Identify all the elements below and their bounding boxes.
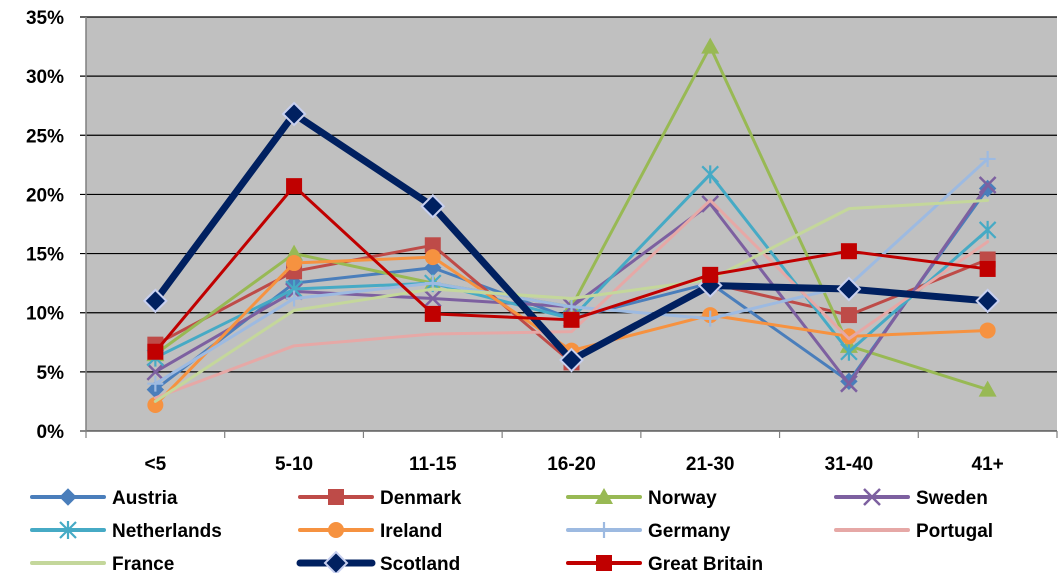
y-tick-label: 5% xyxy=(37,363,65,384)
legend-item-great-britain: Great Britain xyxy=(566,554,763,573)
data-point-netherlands xyxy=(701,165,719,184)
data-point-scotland xyxy=(142,288,168,314)
legend-marker xyxy=(323,550,349,573)
data-point-sweden xyxy=(978,176,997,194)
data-point-ireland xyxy=(147,396,164,413)
x-tick-label: 31-40 xyxy=(825,454,874,475)
data-point-germany xyxy=(979,150,996,167)
data-point-great-britain xyxy=(840,243,857,260)
data-point-scotland xyxy=(559,347,584,373)
y-axis-ticks: 0% 5% 10% 15% 20% 25% 30% 35% xyxy=(26,8,64,443)
data-point-denmark xyxy=(840,307,857,324)
legend-item-portugal: Portugal xyxy=(834,521,993,542)
data-point-germany xyxy=(147,375,164,392)
legend-item-ireland: Ireland xyxy=(298,521,442,542)
data-point-scotland xyxy=(420,193,446,219)
legend-marker xyxy=(328,489,344,505)
data-point-ireland xyxy=(424,249,441,266)
y-tick-label: 15% xyxy=(26,245,64,266)
legend-item-norway: Norway xyxy=(566,488,717,509)
legend-marker xyxy=(59,488,77,506)
data-point-great-britain xyxy=(702,266,719,283)
y-tick-label: 10% xyxy=(26,304,64,325)
legend: Austria Denmark Norway Sweden Netherlands Ire… xyxy=(30,488,993,573)
y-tick-label: 30% xyxy=(26,67,64,88)
data-point-denmark xyxy=(424,237,441,254)
x-axis-ticks: <5 5-10 11-15 16-20 21-30 31-40 41+ xyxy=(85,431,1058,475)
data-point-germany xyxy=(702,310,719,327)
series-layer xyxy=(142,37,1001,413)
legend-marker xyxy=(595,488,613,504)
legend-label: Norway xyxy=(648,488,717,509)
data-point-ireland xyxy=(840,328,857,345)
data-point-scotland xyxy=(975,288,1001,314)
legend-label: Netherlands xyxy=(112,521,222,542)
data-point-sweden xyxy=(701,195,720,213)
series-portugal xyxy=(153,198,990,400)
data-point-great-britain xyxy=(424,305,441,322)
data-point-netherlands xyxy=(978,220,997,239)
legend-marker xyxy=(328,522,344,538)
data-point-germany xyxy=(286,290,303,307)
legend-label: Denmark xyxy=(380,488,462,509)
legend-label: Portugal xyxy=(916,521,993,542)
x-tick-label: 16-20 xyxy=(547,454,596,475)
data-point-great-britain xyxy=(979,260,996,277)
legend-marker xyxy=(863,488,881,506)
x-tick-label: <5 xyxy=(145,454,167,475)
legend-label: Great Britain xyxy=(648,554,763,573)
legend-label: Scotland xyxy=(380,554,460,573)
legend-item-france: France xyxy=(30,554,174,573)
x-tick-label: 21-30 xyxy=(686,454,735,475)
y-tick-label: 0% xyxy=(37,422,65,443)
legend-label: France xyxy=(112,554,174,573)
x-tick-label: 5-10 xyxy=(275,454,313,475)
x-tick-label: 11-15 xyxy=(409,454,457,475)
y-tick-label: 20% xyxy=(26,185,64,206)
data-point-sweden xyxy=(840,374,858,393)
legend-item-sweden: Sweden xyxy=(834,488,988,509)
x-tick-label: 41+ xyxy=(972,454,1004,475)
y-tick-label: 35% xyxy=(26,8,64,29)
data-point-norway xyxy=(978,380,997,397)
legend-marker xyxy=(596,555,612,571)
data-point-great-britain xyxy=(563,311,580,328)
legend-label: Austria xyxy=(112,488,178,509)
data-point-ireland xyxy=(286,255,303,272)
legend-label: Sweden xyxy=(916,488,988,509)
data-point-sweden xyxy=(423,289,442,308)
series-scotland xyxy=(142,101,1001,373)
legend-marker xyxy=(596,522,612,538)
data-point-netherlands xyxy=(840,342,858,361)
series-great-britain xyxy=(147,178,996,360)
data-point-ireland xyxy=(979,322,996,339)
data-point-scotland xyxy=(836,276,862,302)
y-tick-label: 25% xyxy=(26,126,64,147)
series-france xyxy=(153,198,990,403)
legend-item-netherlands: Netherlands xyxy=(30,521,222,542)
legend-item-scotland: Scotland xyxy=(296,550,460,573)
series-line-portugal xyxy=(153,198,990,400)
series-line-france xyxy=(153,198,990,403)
data-point-great-britain xyxy=(286,178,303,195)
data-point-great-britain xyxy=(147,343,164,360)
legend-label: Germany xyxy=(648,521,731,542)
legend-item-austria: Austria xyxy=(30,488,178,509)
data-point-norway xyxy=(701,37,720,54)
data-point-scotland xyxy=(281,101,307,127)
legend-label: Ireland xyxy=(380,521,442,542)
legend-item-denmark: Denmark xyxy=(298,488,462,509)
legend-marker xyxy=(59,521,77,539)
legend-item-germany: Germany xyxy=(566,521,731,542)
data-point-sweden xyxy=(146,362,165,381)
